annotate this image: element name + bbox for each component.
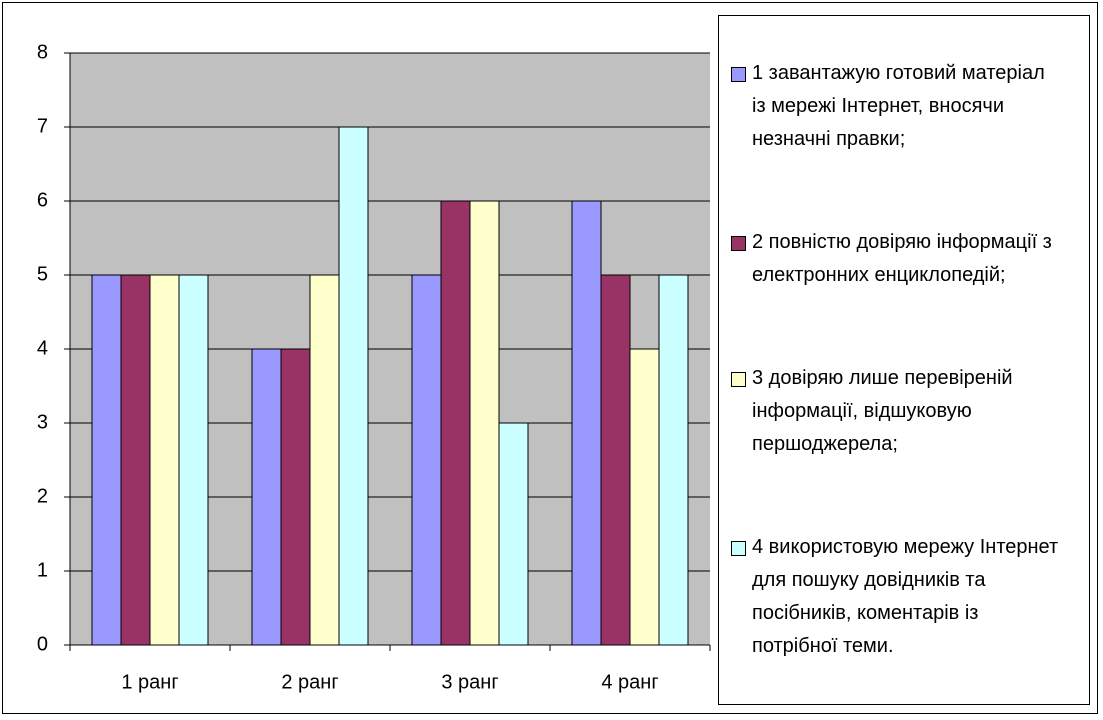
legend-label: 2 повністю довіряю інформації з електрон… [752, 231, 1052, 286]
bar [411, 274, 442, 646]
bar [91, 274, 122, 646]
legend-swatch [731, 372, 746, 387]
legend-entry: 4 використовую мережу Інтернет для пошук… [719, 531, 1089, 663]
legend-swatch [731, 541, 746, 556]
legend-entry: 2 повністю довіряю інформації з електрон… [719, 226, 1089, 292]
legend-entry: 1 завантажую готовий матеріал із мережі … [719, 57, 1089, 156]
bar [280, 348, 311, 646]
bar [338, 126, 369, 646]
bar [469, 200, 500, 646]
legend: 1 завантажую готовий матеріал із мережі … [718, 15, 1090, 705]
legend-label: 3 довіряю лише перевіреній інформації, в… [752, 367, 1013, 455]
bar [149, 274, 180, 646]
legend-label: 4 використовую мережу Інтернет для пошук… [752, 536, 1059, 657]
bar [629, 348, 660, 646]
x-tick-label: 3 ранг [441, 671, 498, 693]
bar [600, 274, 631, 646]
y-tick-label: 8 [37, 41, 48, 63]
y-tick-label: 0 [37, 633, 48, 655]
legend-swatch [731, 67, 746, 82]
y-tick-label: 6 [37, 189, 48, 211]
x-tick-label: 1 ранг [121, 671, 178, 693]
y-tick-label: 4 [37, 337, 48, 359]
legend-entry: 3 довіряю лише перевіреній інформації, в… [719, 362, 1089, 461]
bar [309, 274, 340, 646]
y-tick-label: 1 [37, 559, 48, 581]
bar [658, 274, 689, 646]
bar [571, 200, 602, 646]
bar [251, 348, 282, 646]
bar [498, 422, 529, 646]
bar [178, 274, 209, 646]
bar [120, 274, 151, 646]
y-tick-label: 7 [37, 115, 48, 137]
y-tick-label: 3 [37, 411, 48, 433]
x-tick-label: 4 ранг [601, 671, 658, 693]
y-tick-label: 2 [37, 485, 48, 507]
y-tick-label: 5 [37, 263, 48, 285]
legend-label: 1 завантажую готовий матеріал із мережі … [752, 62, 1045, 150]
bar [440, 200, 471, 646]
x-tick-label: 2 ранг [281, 671, 338, 693]
legend-swatch [731, 236, 746, 251]
